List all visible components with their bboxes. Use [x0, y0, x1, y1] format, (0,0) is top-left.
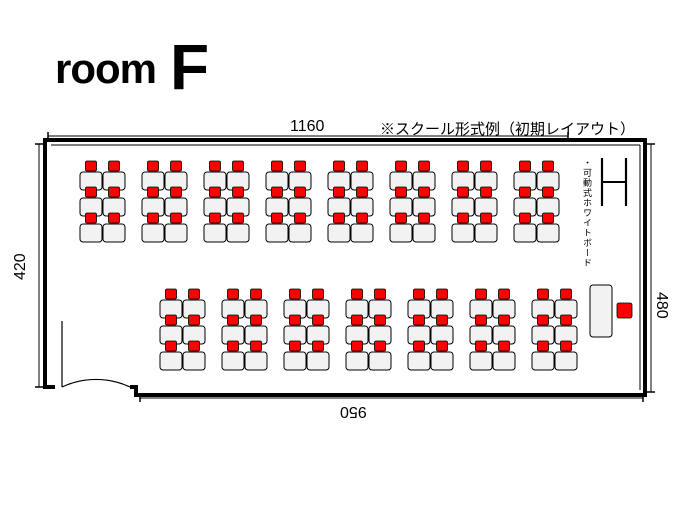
whiteboard-label: ・可動式ホワイトボード [581, 158, 594, 268]
floorplan-canvas [0, 0, 700, 525]
